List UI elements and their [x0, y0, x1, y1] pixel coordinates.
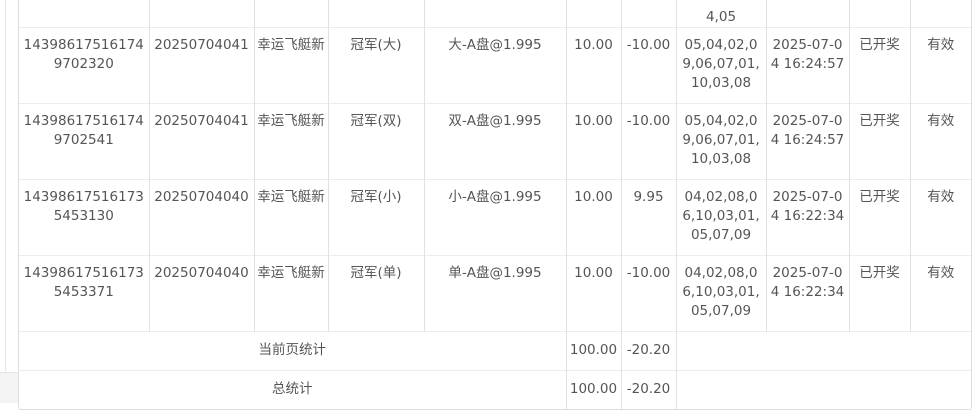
order-id: 143986175161749702320 [19, 27, 149, 104]
bet-content: 小-A盘@1.995 [423, 179, 566, 256]
valid-status: 有效 [909, 103, 971, 180]
bet-time: 2025-07-04 16:22:34 [765, 255, 849, 332]
table-row-partial: 4,05 [19, 0, 971, 28]
summary-label: 总统计 [19, 370, 566, 409]
draw-numbers: 05,04,02,09,06,07,01,10,03,08 [675, 27, 766, 104]
left-panel-corner [0, 372, 18, 403]
page-left-border [5, 0, 6, 372]
issue-number: 20250704040 [148, 179, 254, 256]
summary-row: 总统计 100.00 -20.20 [19, 370, 971, 409]
bet-amount: 10.00 [565, 255, 621, 332]
bet-time: 2025-07-04 16:24:57 [765, 27, 849, 104]
issue-number: 20250704041 [148, 103, 254, 180]
bet-time: 2025-07-04 16:22:34 [765, 179, 849, 256]
table-row: 143986175161749702541 20250704041 幸运飞艇新 冠军(… [19, 103, 971, 180]
bet-content: 大-A盘@1.995 [423, 27, 566, 104]
summary-amount: 100.00 [565, 370, 621, 409]
order-id: 143986175161749702541 [19, 103, 149, 180]
issue-number: 20250704041 [148, 27, 254, 104]
valid-status: 有效 [909, 255, 971, 332]
summary-amount: 100.00 [565, 331, 621, 371]
play-type: 冠军(大) [327, 27, 424, 104]
game-name: 幸运飞艇新 [253, 103, 328, 180]
table-row: 143986175161735453130 20250704040 幸运飞艇新 冠军(… [19, 179, 971, 256]
bet-amount: 10.00 [565, 27, 621, 104]
bet-amount: 10.00 [565, 103, 621, 180]
bet-time: 2025-07-04 16:24:57 [765, 103, 849, 180]
valid-status: 有效 [909, 27, 971, 104]
profit-loss: -10.00 [620, 103, 676, 180]
draw-numbers: 05,04,02,09,06,07,01,10,03,08 [675, 103, 766, 180]
bet-content: 双-A盘@1.995 [423, 103, 566, 180]
draw-numbers: 04,02,08,06,10,03,01,05,07,09 [675, 179, 766, 256]
draw-status: 已开奖 [848, 255, 910, 332]
order-id: 143986175161735453130 [19, 179, 149, 256]
play-type: 冠军(小) [327, 179, 424, 256]
valid-status: 有效 [909, 179, 971, 256]
order-id: 143986175161735453371 [19, 255, 149, 332]
draw-status: 已开奖 [848, 103, 910, 180]
summary-label: 当前页统计 [19, 331, 566, 371]
bet-records-table: 4,05 143986175161749702320 20250704041 幸运飞… [18, 0, 972, 410]
profit-loss: -10.00 [620, 255, 676, 332]
bet-content: 单-A盘@1.995 [423, 255, 566, 332]
table-row: 143986175161749702320 20250704041 幸运飞艇新 冠军(… [19, 27, 971, 104]
summary-row: 当前页统计 100.00 -20.20 [19, 331, 971, 371]
summary-profit: -20.20 [620, 331, 676, 371]
summary-profit: -20.20 [620, 370, 676, 409]
profit-loss: 9.95 [620, 179, 676, 256]
draw-numbers: 4,05 [705, 9, 737, 25]
game-name: 幸运飞艇新 [253, 27, 328, 104]
play-type: 冠军(单) [327, 255, 424, 332]
play-type: 冠军(双) [327, 103, 424, 180]
bet-amount: 10.00 [565, 179, 621, 256]
draw-status: 已开奖 [848, 27, 910, 104]
table-row: 143986175161735453371 20250704040 幸运飞艇新 冠军(… [19, 255, 971, 332]
issue-number: 20250704040 [148, 255, 254, 332]
summary-blank [675, 370, 971, 409]
game-name: 幸运飞艇新 [253, 179, 328, 256]
game-name: 幸运飞艇新 [253, 255, 328, 332]
draw-status: 已开奖 [848, 179, 910, 256]
profit-loss: -10.00 [620, 27, 676, 104]
draw-numbers: 04,02,08,06,10,03,01,05,07,09 [675, 255, 766, 332]
summary-blank [675, 331, 971, 371]
